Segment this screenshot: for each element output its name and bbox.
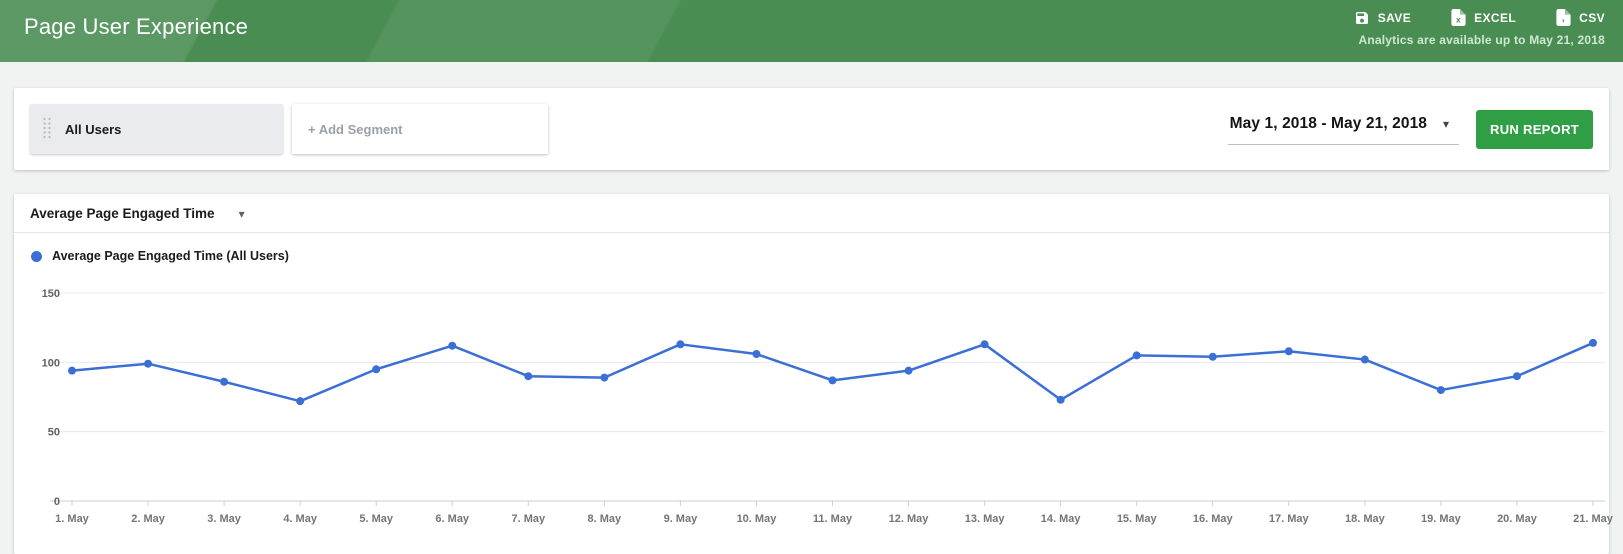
drag-handle-icon[interactable] [42,117,52,142]
svg-text:8. May: 8. May [588,513,623,525]
svg-text:16. May: 16. May [1193,513,1234,525]
legend-dot [31,250,42,262]
add-segment-label: + Add Segment [308,121,403,137]
save-button[interactable]: SAVE [1354,9,1411,26]
save-button-label: SAVE [1377,10,1412,25]
csv-export-button[interactable]: , CSV [1556,9,1605,26]
chevron-down-icon: ▾ [238,206,245,221]
svg-text:4. May: 4. May [283,513,318,525]
metric-selector[interactable]: Average Page Engaged Time ▾ [30,206,245,221]
excel-export-button[interactable]: x EXCEL [1451,9,1516,26]
svg-text:3. May: 3. May [207,513,242,525]
svg-text:9. May: 9. May [664,513,699,525]
save-icon [1354,10,1370,26]
line-chart-svg: 0 50 100 150 1. May 2. May 3. May 4. May 5. May 6… [42,288,1614,525]
svg-text:12. May: 12. May [889,513,930,525]
date-range-text: May 1, 2018 - May 21, 2018 [1229,115,1428,132]
availability-note: Analytics are available up to May 21, 20… [1358,33,1605,47]
date-range-selector[interactable]: May 1, 2018 - May 21, 2018 ▾ [1227,113,1460,145]
svg-text:15. May: 15. May [1117,513,1158,525]
svg-text:10. May: 10. May [737,513,778,525]
svg-text:2. May: 2. May [131,513,166,525]
page-title: Page User Experience [24,14,249,39]
chevron-down-icon: ▾ [1443,117,1450,131]
csv-button-label: CSV [1579,10,1605,25]
svg-text:5. May: 5. May [359,513,394,525]
svg-text:7. May: 7. May [511,513,546,525]
segment-bar: All Users + Add Segment May 1, 2018 - Ma… [14,88,1609,170]
svg-text:17. May: 17. May [1269,513,1310,525]
app-header: Page User Experience SAVE [0,0,1623,62]
svg-text:1. May: 1. May [55,513,90,525]
csv-file-icon: , [1556,9,1571,26]
svg-text:150: 150 [42,288,60,300]
svg-text:50: 50 [48,427,60,439]
svg-text:18. May: 18. May [1345,513,1386,525]
excel-file-icon: x [1451,9,1466,26]
svg-text:20. May: 20. May [1497,513,1538,525]
svg-text:21. May: 21. May [1573,513,1614,525]
legend-label: Average Page Engaged Time (All Users) [52,249,289,263]
header-actions: SAVE x EXCEL [1354,9,1605,26]
run-report-button[interactable]: RUN REPORT [1476,109,1593,149]
metric-selector-label: Average Page Engaged Time [30,206,215,221]
svg-text:,: , [1562,13,1565,24]
svg-text:11. May: 11. May [813,513,853,525]
chart-legend: Average Page Engaged Time (All Users) [14,233,1609,263]
excel-button-label: EXCEL [1474,10,1517,25]
svg-text:14. May: 14. May [1041,513,1082,525]
segment-chip-all-users[interactable]: All Users [30,104,283,154]
svg-text:100: 100 [42,357,60,369]
header-right: SAVE x EXCEL [1354,0,1605,47]
segment-chip-label: All Users [65,121,122,137]
svg-text:19. May: 19. May [1421,513,1462,525]
svg-text:6. May: 6. May [435,513,470,525]
report-card: Average Page Engaged Time ▾ Average Page… [14,194,1614,554]
svg-text:x: x [1456,14,1461,24]
svg-text:0: 0 [54,496,60,508]
svg-text:13. May: 13. May [965,513,1006,525]
line-chart: 0 50 100 150 1. May 2. May 3. May 4. May 5. May 6… [14,268,1614,536]
metric-row: Average Page Engaged Time ▾ [14,194,1609,233]
add-segment-button[interactable]: + Add Segment [292,104,548,154]
